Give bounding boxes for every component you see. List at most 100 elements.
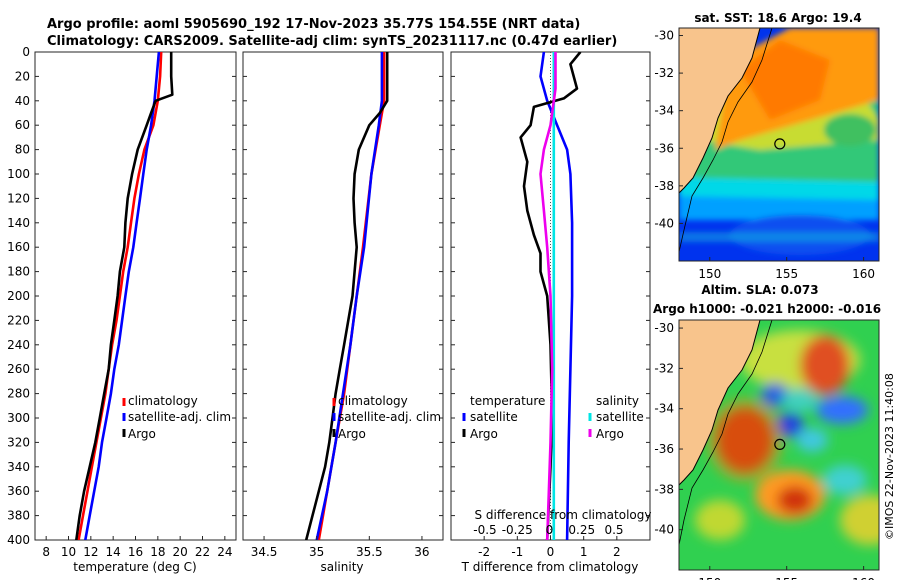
- x-tick-label: 2: [613, 545, 621, 559]
- sla-orange-eddy: [707, 398, 783, 482]
- x-tick-label: 36: [414, 545, 429, 559]
- top-tick-label: 0.5: [604, 523, 623, 537]
- map-y-tick-label: -36: [654, 141, 674, 155]
- y-tick-label: 240: [7, 338, 30, 352]
- salinity-axes-frame: [242, 51, 444, 541]
- x-tick-label: 16: [128, 545, 143, 559]
- y-tick-label: 300: [7, 411, 30, 425]
- y-tick-label: 220: [7, 313, 30, 327]
- legend-climatology-label: climatology: [338, 394, 408, 408]
- x-tick-label: 14: [106, 545, 121, 559]
- y-tick-label: 340: [7, 460, 30, 474]
- sla-map-frame: [678, 319, 880, 571]
- map-x-tick-label: 155: [775, 267, 798, 281]
- top-tick-label: -0.25: [502, 523, 533, 537]
- sla-map-title-2: Argo h1000: -0.021 h2000: -0.016: [653, 302, 881, 316]
- y-tick-label: 280: [7, 387, 30, 401]
- sla-cyan-south: [823, 465, 867, 495]
- y-tick-label: 180: [7, 265, 30, 279]
- map-x-tick-label: 150: [698, 576, 721, 580]
- top-tick-label: 0.25: [568, 523, 595, 537]
- y-tick-label: 60: [15, 118, 30, 132]
- legend-s-satellite-label: satellite: [596, 410, 644, 424]
- map-x-tick-label: 150: [698, 267, 721, 281]
- y-tick-label: 260: [7, 362, 30, 376]
- title-line-2: Climatology: CARS2009. Satellite-adj cli…: [47, 34, 617, 49]
- legend-salinity-header: salinity: [596, 394, 639, 408]
- sst-coastline: [679, 28, 761, 194]
- temperature-axes-frame: [34, 51, 237, 541]
- sla-land: [679, 320, 760, 485]
- difference-legend: temperature satellite Argo salinity sate…: [462, 394, 644, 441]
- map-y-tick-label: -36: [654, 442, 674, 456]
- difference-top-label: S difference from climatology: [475, 508, 652, 522]
- series-temperature-satellite: [539, 52, 574, 540]
- map-x-tick-label: 155: [775, 576, 798, 580]
- sst-argo-marker: [774, 138, 786, 150]
- series-argo: [75, 52, 174, 540]
- map-y-tick-label: -38: [654, 179, 674, 193]
- sla-yellow-se: [840, 495, 879, 545]
- series-satellite-adj-clim: [315, 52, 384, 540]
- x-tick-label: 0: [547, 545, 555, 559]
- y-tick-label: 400: [7, 533, 30, 547]
- temperature-legend: climatology satellite-adj. clim Argo: [122, 394, 231, 441]
- credit-text: ©IMOS 22-Nov-2023 11:40:08: [883, 373, 896, 540]
- y-tick-label: 20: [15, 69, 30, 83]
- map-y-tick-label: -40: [654, 216, 674, 230]
- x-tick-label: 18: [150, 545, 165, 559]
- map-y-tick-label: -30: [654, 321, 674, 335]
- legend-argo-label: Argo: [128, 427, 156, 441]
- x-tick-label: 1: [580, 545, 588, 559]
- x-tick-label: 35: [309, 545, 324, 559]
- sst-map-frame: [678, 27, 880, 262]
- series-salinity-argo: [539, 52, 557, 540]
- x-tick-label: 20: [173, 545, 188, 559]
- y-tick-label: 380: [7, 509, 30, 523]
- series-satellite-adj-clim: [84, 52, 161, 540]
- sla-shelf-contour: [679, 320, 773, 546]
- legend-t-satellite-label: satellite: [470, 410, 518, 424]
- temperature-x-label: temperature (deg C): [73, 560, 196, 574]
- map-y-tick-label: -30: [654, 29, 674, 43]
- sst-warm-core: [740, 40, 830, 120]
- map-x-tick-label: 160: [852, 576, 875, 580]
- series-argo: [304, 52, 389, 540]
- y-tick-label: 200: [7, 289, 30, 303]
- sst-land: [679, 28, 760, 193]
- top-tick-label: -0.5: [473, 523, 496, 537]
- legend-argo-label: Argo: [338, 427, 366, 441]
- sst-shelf-contour: [679, 28, 773, 253]
- x-tick-label: 35.5: [356, 545, 383, 559]
- legend-s-argo-label: Argo: [596, 427, 624, 441]
- x-tick-label: 22: [195, 545, 210, 559]
- y-tick-label: 0: [22, 45, 30, 59]
- salinity-x-label: salinity: [320, 560, 363, 574]
- map-y-tick-label: -34: [654, 104, 674, 118]
- sla-red-hi: [800, 335, 850, 395]
- sla-cyan-north: [782, 388, 818, 412]
- legend-climatology-label: climatology: [128, 394, 198, 408]
- map-y-tick-label: -38: [654, 482, 674, 496]
- y-tick-label: 120: [7, 191, 30, 205]
- sla-coastline: [679, 320, 761, 486]
- x-tick-label: 24: [217, 545, 232, 559]
- y-tick-label: 40: [15, 94, 30, 108]
- difference-x-label: T difference from climatology: [461, 560, 639, 574]
- legend-temperature-header: temperature: [470, 394, 545, 408]
- sst-eddy-green: [824, 114, 876, 146]
- sla-blue-east: [816, 396, 868, 424]
- sla-red-south: [777, 486, 813, 514]
- y-tick-label: 140: [7, 216, 30, 230]
- x-tick-label: 34.5: [251, 545, 278, 559]
- x-tick-label: -2: [478, 545, 490, 559]
- sla-argo-marker: [774, 438, 786, 450]
- sla-blue-north: [761, 383, 789, 407]
- x-tick-label: 8: [42, 545, 50, 559]
- legend-satellite-label: satellite-adj. clim: [338, 410, 441, 424]
- map-x-tick-label: 160: [852, 267, 875, 281]
- salinity-panel: 34.5 35 35.5 36 salinity climatology satell…: [242, 51, 444, 574]
- y-tick-label: 100: [7, 167, 30, 181]
- top-tick-label: 0: [546, 523, 554, 537]
- map-y-tick-label: -32: [654, 361, 674, 375]
